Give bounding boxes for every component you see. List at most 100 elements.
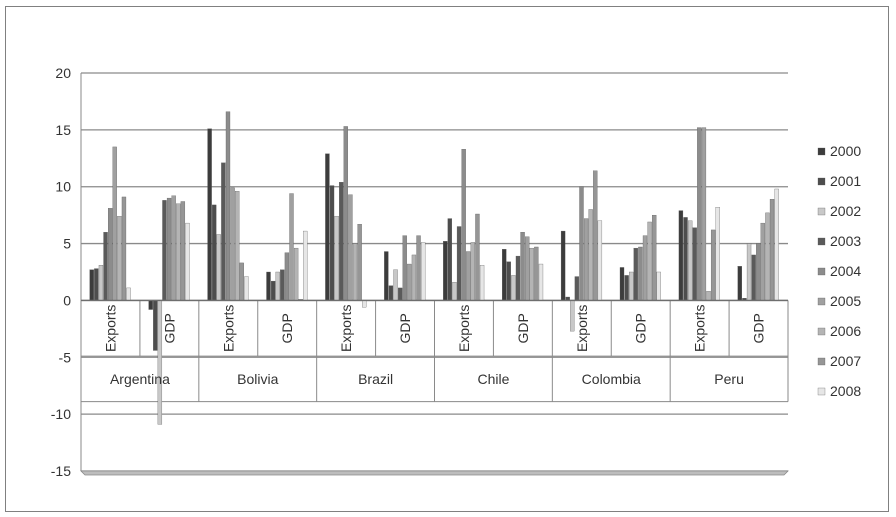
bar xyxy=(683,217,688,301)
bar xyxy=(185,222,190,301)
bar xyxy=(466,251,471,301)
bar xyxy=(171,195,176,301)
legend-swatch xyxy=(817,387,826,396)
chart: -15 -10 -5 0 5 10 15 20 Exports GDP Argentina Expor… xyxy=(51,65,862,479)
bar xyxy=(162,200,167,301)
subcategory-label: Exports xyxy=(456,305,472,352)
bar xyxy=(715,207,720,301)
bar xyxy=(407,263,412,301)
bar xyxy=(180,201,186,301)
legend-swatch xyxy=(817,357,826,366)
bar xyxy=(642,235,648,301)
bar xyxy=(624,275,629,301)
bar xyxy=(452,282,457,301)
legend-label: 2000 xyxy=(830,143,861,159)
legend-label: 2004 xyxy=(830,263,861,279)
bar xyxy=(697,127,702,301)
group-label: Brazil xyxy=(358,371,393,387)
bar xyxy=(98,265,104,301)
bar xyxy=(560,230,566,301)
bar xyxy=(538,263,544,301)
bar xyxy=(416,235,421,301)
bar xyxy=(678,210,684,301)
bar xyxy=(687,220,693,301)
bar xyxy=(112,146,117,301)
bar xyxy=(633,247,638,301)
bar xyxy=(230,187,235,301)
bar xyxy=(656,271,661,301)
bar xyxy=(515,255,521,301)
chart-frame: -15 -10 -5 0 5 10 15 20 Exports GDP Argentina Expor… xyxy=(5,6,889,512)
bar xyxy=(652,214,657,301)
bar xyxy=(166,197,172,301)
legend-swatch xyxy=(817,237,826,246)
y-tick-label: 5 xyxy=(63,236,71,252)
subcategory-label: GDP xyxy=(279,313,295,343)
subcategory-label: Exports xyxy=(574,305,590,352)
bar xyxy=(461,149,466,301)
bar xyxy=(475,213,480,301)
bar xyxy=(303,230,308,301)
bar xyxy=(588,209,593,301)
bar xyxy=(420,242,426,301)
bar xyxy=(402,235,407,301)
y-tick-label: -5 xyxy=(59,349,72,365)
bar xyxy=(701,127,707,301)
bar xyxy=(89,269,94,301)
bar xyxy=(352,243,358,301)
bar xyxy=(148,300,153,310)
group-label: Argentina xyxy=(110,371,170,387)
chart-floor xyxy=(80,470,789,476)
bar xyxy=(339,182,344,301)
bar xyxy=(506,261,511,301)
bar xyxy=(117,216,122,301)
bar xyxy=(275,271,280,301)
y-tick-label: 0 xyxy=(63,292,71,308)
legend-label: 2001 xyxy=(830,173,861,189)
bar xyxy=(397,287,403,301)
y-tick-label: -15 xyxy=(51,463,71,479)
legend-swatch xyxy=(817,267,826,276)
bar xyxy=(244,276,249,301)
group-label: Chile xyxy=(477,371,509,387)
bar xyxy=(239,262,244,301)
bar xyxy=(284,252,290,301)
subcategory-label: GDP xyxy=(397,313,413,343)
bar xyxy=(746,243,752,301)
subcategory-label: Exports xyxy=(338,305,354,352)
bar xyxy=(393,269,398,301)
bar xyxy=(597,220,603,301)
y-tick-label: 10 xyxy=(55,179,71,195)
group-label: Colombia xyxy=(582,371,641,387)
bar xyxy=(103,232,108,301)
bar xyxy=(534,246,539,301)
legend-swatch xyxy=(817,147,826,156)
bar xyxy=(212,204,217,301)
bar xyxy=(94,268,99,301)
bar xyxy=(579,186,584,301)
bar xyxy=(529,247,534,301)
bar xyxy=(343,126,348,301)
bar xyxy=(520,232,525,301)
bar xyxy=(765,212,770,301)
bar xyxy=(447,218,453,301)
bar xyxy=(525,236,530,301)
y-tick-label: 20 xyxy=(55,65,71,81)
bar xyxy=(710,229,716,301)
bar xyxy=(756,243,761,301)
bar xyxy=(388,285,394,301)
bar xyxy=(235,191,240,301)
legend-label: 2006 xyxy=(830,323,861,339)
subcategory-label: Exports xyxy=(102,305,118,352)
bar xyxy=(692,227,697,301)
legend-label: 2003 xyxy=(830,233,861,249)
bar xyxy=(293,247,299,301)
subcategory-label: Exports xyxy=(692,305,708,352)
bar xyxy=(511,275,516,301)
bar xyxy=(443,241,448,301)
group-label: Peru xyxy=(714,371,744,387)
bar xyxy=(456,226,462,301)
bar xyxy=(751,254,756,301)
bar xyxy=(769,199,775,301)
bar xyxy=(574,276,580,301)
